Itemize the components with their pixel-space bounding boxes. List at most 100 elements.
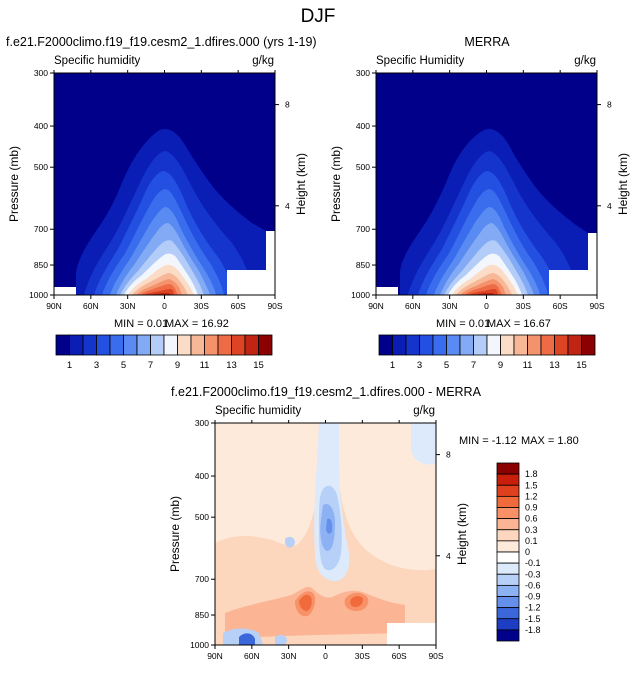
panel-model: f.e21.F2000climo.f19_f19.cesm2_1.dfires.… [6,35,317,371]
colorbar-label: 11 [523,360,533,371]
colorbar: 1.81.51.20.90.60.30.10-0.1-0.3-0.6-0.9-1… [496,462,541,642]
colorbar-box [527,334,542,356]
x-tick-label: 60N [405,301,421,311]
y-tick-label: 850 [34,260,48,270]
panel-units: g/kg [574,55,596,67]
y-tick-label: 700 [356,224,370,234]
colorbar-label: 7 [471,360,476,371]
colorbar-label: -1.5 [525,614,541,624]
colorbar-box [392,334,407,356]
contour-field [215,423,436,645]
panel-merra: MERRA Specific Humidity g/kg [329,35,630,371]
colorbar-label: 13 [549,360,560,371]
colorbar-box [496,484,520,497]
y-tick-label: 850 [195,610,209,620]
x-tick-label: 30N [442,301,458,311]
colorbar-box [496,529,520,542]
colorbar-label: 1 [67,360,72,371]
contour-band [326,518,333,534]
colorbar-label: 3 [417,360,422,371]
y2-tick-label: 8 [446,450,451,460]
y-tick-label: 500 [34,162,48,172]
contour-band [411,423,436,465]
colorbar-box [123,334,138,356]
contour-bands [54,128,275,295]
colorbar-box [82,334,97,356]
y-tick-label: 500 [195,512,209,522]
y2-axis-label: Height (km) [616,153,630,215]
contour-bands [215,423,436,645]
colorbar-box [55,334,70,356]
y2-axis-label: Height (km) [294,153,308,215]
colorbar-box [496,473,520,486]
colorbar-label: -1.2 [525,603,541,613]
colorbar-box [496,507,520,520]
panel-subtitle: Specific humidity [54,55,141,67]
colorbar-label: 9 [498,360,503,371]
colorbar-label: -0.1 [525,558,541,568]
topography-mask [227,270,275,295]
x-tick-label: 90N [368,301,384,311]
x-tick-label: 60S [553,301,568,311]
max-label: MAX = 16.92 [165,318,229,330]
colorbar-box [486,334,501,356]
colorbar-label: 3 [94,360,99,371]
colorbar-label: 0.6 [525,514,538,524]
y-axis-label: Pressure (mb) [7,146,21,222]
colorbar-box [244,334,259,356]
y2-tick-label: 4 [446,551,451,561]
colorbar: 1 3 5 7 9 11 13 15 [55,334,273,371]
y-tick-label: 1000 [351,290,370,300]
colorbar-label: 1.5 [525,480,538,490]
colorbar-box [496,573,520,586]
panel-units: g/kg [413,405,435,417]
x-tick-label: 90N [207,651,223,661]
x-tick-label: 0 [484,301,489,311]
colorbar-box [378,334,393,356]
y-tick-label: 300 [356,68,370,78]
contour-band [350,596,363,607]
colorbar-box [109,334,124,356]
colorbar-label: 1.2 [525,491,538,501]
colorbar-box [258,334,273,356]
y-tick-label: 400 [356,121,370,131]
colorbar-box [496,462,520,475]
colorbar: 1 3 5 7 9 11 13 15 [378,334,596,371]
colorbar-label: 0.1 [525,536,538,546]
colorbar-label: 1.8 [525,469,538,479]
axes: 90N 60N 30N 0 30S 60S 90S 300 400 500 700 850 1000 8 4… [168,418,469,661]
x-tick-label: 0 [323,651,328,661]
colorbar-label: 7 [148,360,153,371]
x-tick-label: 60S [392,651,407,661]
y-tick-label: 850 [356,260,370,270]
y2-tick-label: 4 [607,201,612,211]
colorbar-box [496,629,520,642]
colorbar-box [204,334,219,356]
x-tick-label: 60N [83,301,99,311]
colorbar-label: 1 [390,360,395,371]
colorbar-box [496,618,520,631]
colorbar-box [567,334,582,356]
y-tick-label: 400 [195,471,209,481]
colorbar-box [446,334,461,356]
colorbar-box [217,334,232,356]
colorbar-box [496,518,520,531]
colorbar-label: -0.9 [525,592,541,602]
x-tick-label: 90S [428,651,443,661]
colorbar-box [405,334,420,356]
contour-band [285,536,295,548]
x-tick-label: 60S [231,301,246,311]
colorbar-box [513,334,528,356]
panel-title: f.e21.F2000climo.f19_f19.cesm2_1.dfires.… [171,385,482,399]
min-label: MIN = 0.01 [436,318,490,330]
colorbar-box [96,334,111,356]
colorbar-label: -1.8 [525,625,541,635]
x-tick-label: 30N [281,651,297,661]
colorbar-label: 0.3 [525,525,538,535]
y2-tick-label: 8 [285,100,290,110]
colorbar-box [496,551,520,564]
colorbar-box [496,584,520,597]
y-axis-label: Pressure (mb) [168,496,182,572]
colorbar-box [496,607,520,620]
